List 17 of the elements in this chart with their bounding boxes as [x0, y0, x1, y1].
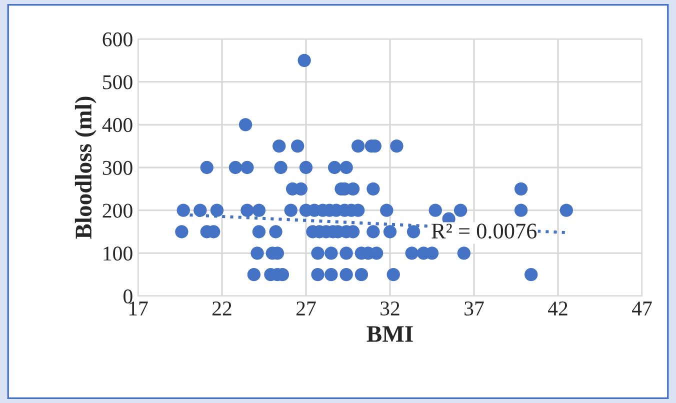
y-tick-label: 300: [102, 160, 132, 175]
y-tick-label: 600: [102, 32, 132, 46]
x-tick-label: 47: [632, 302, 652, 316]
y-axis-title: Bloodloss (ml): [74, 96, 96, 239]
x-tick-label: 17: [129, 302, 148, 316]
x-tick-label: 22: [212, 302, 232, 316]
x-tick-label: 32: [380, 302, 400, 316]
y-tick-label: 500: [103, 75, 132, 90]
x-axis-title: BMI: [366, 326, 413, 342]
x-tick-label: 42: [548, 302, 568, 316]
annotation: R² = 0.0076: [432, 224, 537, 239]
y-tick-label: 200: [102, 204, 132, 218]
y-tick-label: 400: [102, 118, 132, 132]
y-tick-label: 0: [124, 289, 132, 304]
x-tick-label: 27: [296, 302, 316, 316]
x-tick-label: 37: [464, 302, 484, 316]
y-tick-label: 100: [104, 246, 132, 261]
